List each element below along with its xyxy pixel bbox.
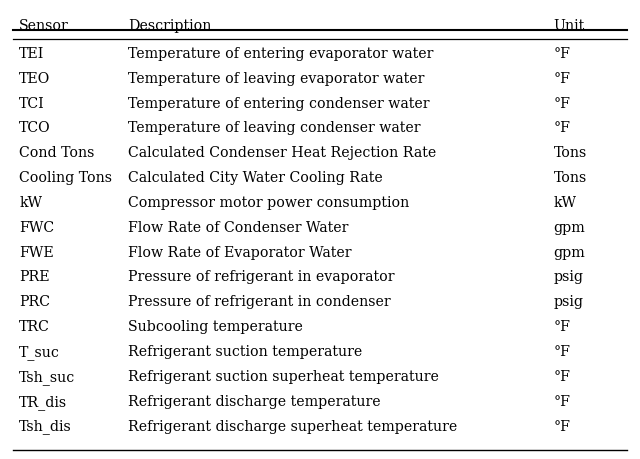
Text: °F: °F <box>554 96 571 110</box>
Text: TEO: TEO <box>19 72 51 85</box>
Text: TEI: TEI <box>19 47 45 61</box>
Text: °F: °F <box>554 344 571 358</box>
Text: psig: psig <box>554 295 584 308</box>
Text: Temperature of entering condenser water: Temperature of entering condenser water <box>128 96 429 110</box>
Text: °F: °F <box>554 72 571 85</box>
Text: Pressure of refrigerant in condenser: Pressure of refrigerant in condenser <box>128 295 390 308</box>
Text: TCO: TCO <box>19 121 51 135</box>
Text: Description: Description <box>128 19 211 33</box>
Text: TR_dis: TR_dis <box>19 394 67 409</box>
Text: °F: °F <box>554 419 571 432</box>
Text: Cond Tons: Cond Tons <box>19 146 95 160</box>
Text: TRC: TRC <box>19 319 50 333</box>
Text: psig: psig <box>554 270 584 284</box>
Text: Calculated City Water Cooling Rate: Calculated City Water Cooling Rate <box>128 171 383 185</box>
Text: PRE: PRE <box>19 270 50 284</box>
Text: kW: kW <box>19 196 42 209</box>
Text: Refrigerant suction superheat temperature: Refrigerant suction superheat temperatur… <box>128 369 439 383</box>
Text: °F: °F <box>554 369 571 383</box>
Text: Cooling Tons: Cooling Tons <box>19 171 112 185</box>
Text: Refrigerant discharge temperature: Refrigerant discharge temperature <box>128 394 381 408</box>
Text: Unit: Unit <box>554 19 585 33</box>
Text: Temperature of entering evaporator water: Temperature of entering evaporator water <box>128 47 433 61</box>
Text: FWE: FWE <box>19 245 54 259</box>
Text: Temperature of leaving condenser water: Temperature of leaving condenser water <box>128 121 420 135</box>
Text: Tons: Tons <box>554 146 587 160</box>
Text: Pressure of refrigerant in evaporator: Pressure of refrigerant in evaporator <box>128 270 394 284</box>
Text: Subcooling temperature: Subcooling temperature <box>128 319 303 333</box>
Text: °F: °F <box>554 394 571 408</box>
Text: PRC: PRC <box>19 295 50 308</box>
Text: FWC: FWC <box>19 220 54 234</box>
Text: gpm: gpm <box>554 245 586 259</box>
Text: gpm: gpm <box>554 220 586 234</box>
Text: Sensor: Sensor <box>19 19 69 33</box>
Text: Flow Rate of Condenser Water: Flow Rate of Condenser Water <box>128 220 348 234</box>
Text: °F: °F <box>554 319 571 333</box>
Text: Tons: Tons <box>554 171 587 185</box>
Text: Refrigerant discharge superheat temperature: Refrigerant discharge superheat temperat… <box>128 419 457 432</box>
Text: TCI: TCI <box>19 96 45 110</box>
Text: Calculated Condenser Heat Rejection Rate: Calculated Condenser Heat Rejection Rate <box>128 146 436 160</box>
Text: Tsh_suc: Tsh_suc <box>19 369 76 384</box>
Text: Refrigerant suction temperature: Refrigerant suction temperature <box>128 344 362 358</box>
Text: Flow Rate of Evaporator Water: Flow Rate of Evaporator Water <box>128 245 351 259</box>
Text: T_suc: T_suc <box>19 344 60 359</box>
Text: Tsh_dis: Tsh_dis <box>19 419 72 433</box>
Text: kW: kW <box>554 196 577 209</box>
Text: Compressor motor power consumption: Compressor motor power consumption <box>128 196 409 209</box>
Text: Temperature of leaving evaporator water: Temperature of leaving evaporator water <box>128 72 424 85</box>
Text: °F: °F <box>554 47 571 61</box>
Text: °F: °F <box>554 121 571 135</box>
